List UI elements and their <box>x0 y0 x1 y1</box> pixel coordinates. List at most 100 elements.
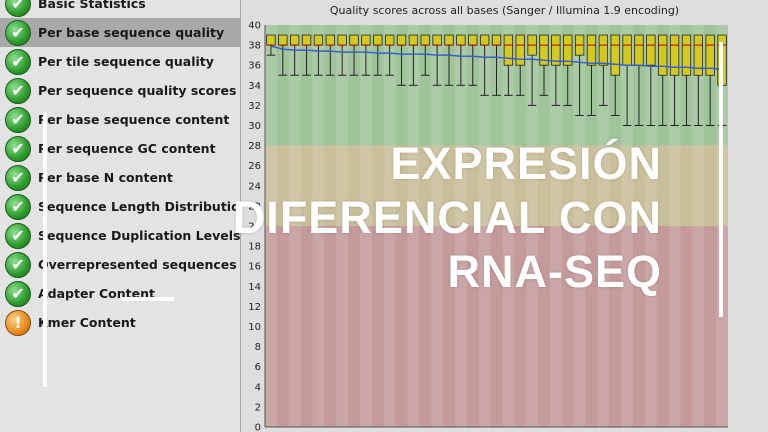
quality-box <box>515 34 525 66</box>
decorative-vertical-bar-right <box>719 42 723 317</box>
check-icon: ✔ <box>5 222 31 249</box>
quality-box <box>349 34 359 46</box>
decorative-horizontal-bar <box>121 297 174 301</box>
quality-box <box>634 34 644 66</box>
module-label: Per base sequence quality <box>38 25 225 40</box>
module-label: Per tile sequence quality <box>38 54 214 69</box>
module-label: Sequence Length Distribution <box>38 199 241 214</box>
quality-box <box>551 34 561 66</box>
quality-box <box>408 34 419 46</box>
y-tick-label: 34 <box>248 81 261 92</box>
y-tick-label: 20 <box>248 222 261 233</box>
module-item[interactable]: ✔ Per base sequence quality <box>0 18 241 47</box>
column-stripe <box>502 25 515 427</box>
y-tick-label: 26 <box>248 161 261 172</box>
quality-box <box>503 34 514 66</box>
module-item[interactable]: ✔ Adapter Content <box>0 279 241 308</box>
quality-box <box>278 34 288 46</box>
check-icon: ✔ <box>5 19 31 46</box>
module-item[interactable]: ✔ Per sequence GC content <box>0 134 241 163</box>
y-tick-label: 8 <box>255 342 261 353</box>
module-item[interactable]: ! Kmer Content <box>0 308 241 337</box>
quality-box <box>456 34 466 46</box>
y-tick-label: 22 <box>248 201 261 212</box>
y-tick-label: 28 <box>248 141 261 152</box>
check-icon: ✔ <box>5 0 31 17</box>
y-tick-label: 24 <box>248 181 261 192</box>
quality-box <box>669 34 680 76</box>
module-item[interactable]: ✔ Per tile sequence quality <box>0 47 241 76</box>
mean-line <box>270 45 723 70</box>
quality-box <box>325 34 335 46</box>
module-item[interactable]: ✔ Overrepresented sequences <box>0 250 241 279</box>
overlay-title-line: DIFERENCIAL CON <box>232 192 662 243</box>
quality-box <box>384 34 395 46</box>
overlay-title: EXPRESIÓN DIFERENCIAL CON RNA-SEQ <box>233 137 662 299</box>
module-label: Basic Statistics <box>38 0 146 11</box>
chart-title: Quality scores across all bases (Sanger … <box>329 4 680 17</box>
y-tick-label: 0 <box>255 423 261 432</box>
quality-box <box>266 34 276 46</box>
check-icon: ✔ <box>5 106 31 133</box>
quality-box <box>373 34 383 46</box>
column-stripe <box>573 25 586 427</box>
quality-box <box>361 34 371 46</box>
column-stripe <box>383 25 396 427</box>
column-stripe <box>597 25 610 427</box>
exclamation-icon: ! <box>5 309 31 336</box>
y-tick-label: 18 <box>248 242 261 253</box>
quality-box <box>646 34 656 66</box>
y-tick-label: 16 <box>248 262 261 273</box>
column-stripe <box>454 25 467 427</box>
module-item[interactable]: ✔ Sequence Length Distribution <box>0 192 241 221</box>
module-item[interactable]: ✔ Per base N content <box>0 163 241 192</box>
module-label: Per base N content <box>38 170 173 185</box>
check-icon: ✔ <box>5 135 31 162</box>
column-stripe <box>692 25 705 427</box>
y-tick-label: 10 <box>248 322 261 333</box>
y-tick-label: 2 <box>255 402 261 413</box>
check-icon: ✔ <box>5 280 31 307</box>
quality-box <box>658 34 668 76</box>
quality-box <box>420 34 430 46</box>
zone-poor <box>265 226 728 427</box>
quality-box <box>290 34 300 46</box>
module-item[interactable]: ✔ Per sequence quality scores <box>0 76 241 105</box>
quality-chart-panel: 0 2 4 6 8 10 12 14 16 18 20 22 24 26 28 30 32 34 36 38 40 Qu… <box>241 0 768 432</box>
y-tick-label: 30 <box>248 121 261 132</box>
module-label: Sequence Duplication Levels <box>38 228 241 243</box>
y-tick-label: 32 <box>248 101 261 112</box>
check-icon: ✔ <box>5 251 31 278</box>
quality-box <box>693 34 703 76</box>
module-label: Per sequence GC content <box>38 141 216 156</box>
y-tick-label: 4 <box>255 382 261 393</box>
quality-box <box>563 34 573 66</box>
column-stripe <box>312 25 325 427</box>
quality-box <box>444 34 454 46</box>
module-item[interactable]: ✔ Sequence Duplication Levels <box>0 221 241 250</box>
y-tick-label: 12 <box>248 302 261 313</box>
module-item[interactable]: ✔ Basic Statistics <box>0 0 241 18</box>
y-tick-label: 38 <box>248 41 261 52</box>
check-icon: ✔ <box>5 164 31 191</box>
check-icon: ✔ <box>5 77 31 104</box>
quality-box <box>337 34 347 46</box>
zone-ok <box>265 145 728 226</box>
module-list: ✔ Basic Statistics ✔ Per base sequence qual… <box>0 0 241 432</box>
column-stripe <box>478 25 491 427</box>
column-stripe <box>288 25 301 427</box>
overlay-title-line: RNA-SEQ <box>447 246 662 297</box>
module-label: Per base sequence content <box>38 112 230 127</box>
column-stripe <box>359 25 372 427</box>
overlay-title-line: EXPRESIÓN <box>390 138 662 189</box>
quality-box <box>598 34 609 66</box>
quality-box <box>396 34 407 46</box>
y-tick-label: 6 <box>255 362 261 373</box>
module-item[interactable]: ✔ Per base sequence content <box>0 105 241 134</box>
quality-box <box>610 34 620 76</box>
check-icon: ✔ <box>5 193 31 220</box>
quality-box <box>468 34 478 46</box>
quality-box <box>539 34 549 66</box>
y-tick-label: 14 <box>248 282 261 293</box>
